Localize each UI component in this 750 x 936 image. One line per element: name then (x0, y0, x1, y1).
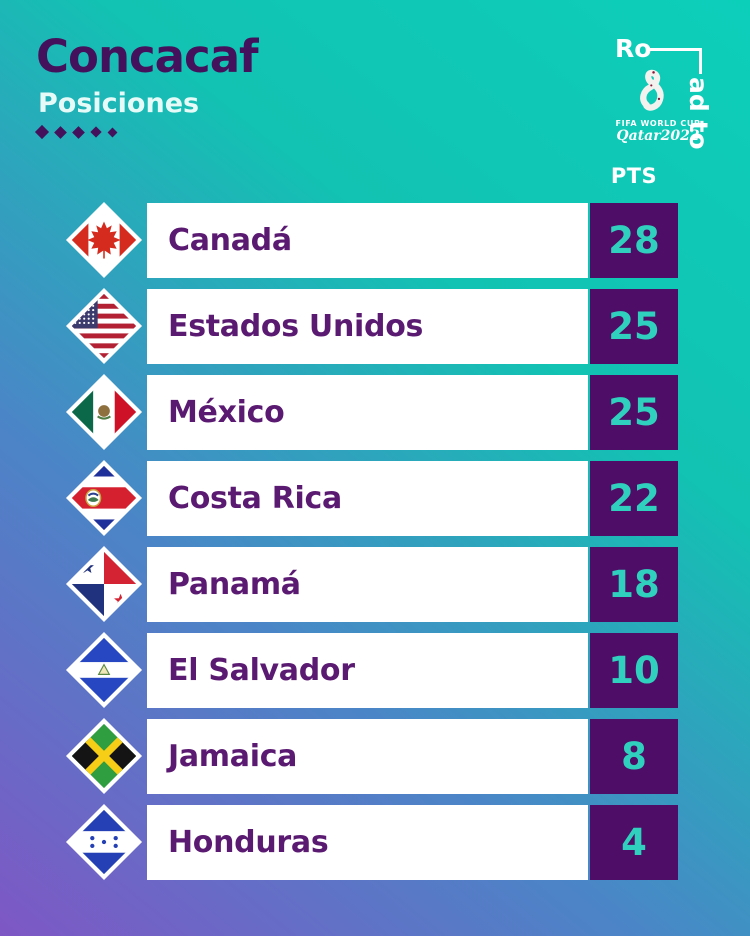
road-to-text-horizontal: Ro (615, 34, 652, 63)
diamond-dot (54, 125, 67, 139)
table-row: Jamaica 8 (65, 717, 678, 795)
points-column-header: PTS (610, 164, 658, 188)
points-value: 10 (608, 649, 660, 692)
flag-canada-icon (65, 201, 143, 279)
diamond-dot (90, 126, 102, 138)
decorative-diamonds (34, 124, 118, 140)
table-row: El Salvador 10 (65, 631, 678, 709)
points-value: 25 (608, 305, 660, 348)
diamond-dot (72, 125, 85, 139)
table-row: Honduras 4 (65, 803, 678, 881)
flag-costa-rica-icon (65, 459, 143, 537)
flag-panama-icon (65, 545, 143, 623)
table-row: Estados Unidos 25 (65, 287, 678, 365)
flag-jamaica-icon (65, 717, 143, 795)
flag-mexico-icon (65, 373, 143, 451)
team-name: Jamaica (168, 739, 298, 774)
points-cell: 10 (590, 633, 678, 708)
page-title: Concacaf (36, 30, 259, 83)
team-name: Panamá (168, 567, 301, 602)
points-cell: 8 (590, 719, 678, 794)
diamond-dot (34, 124, 50, 140)
points-value: 4 (621, 821, 647, 864)
qatar-2022-emblem-icon (640, 69, 664, 111)
logo-line-horizontal (649, 48, 702, 51)
table-row: México 25 (65, 373, 678, 451)
team-name-bar: El Salvador (147, 633, 588, 708)
team-name: El Salvador (168, 653, 355, 688)
team-name-bar: Costa Rica (147, 461, 588, 536)
points-cell: 18 (590, 547, 678, 622)
points-value: 25 (608, 391, 660, 434)
team-name: Estados Unidos (168, 309, 424, 344)
page-subtitle: Posiciones (38, 88, 200, 119)
team-name-bar: Honduras (147, 805, 588, 880)
qatar-2022-wordmark: Qatar2022 (616, 128, 700, 144)
diamond-dot (107, 127, 118, 137)
team-name: Costa Rica (168, 481, 342, 516)
points-cell: 25 (590, 375, 678, 450)
fifa-world-cup-wordmark: FIFA WORLD CUP (615, 119, 701, 128)
flag-honduras-icon (65, 803, 143, 881)
table-row: Panamá 18 (65, 545, 678, 623)
standings-table: Canadá 28 Estados Unidos 25 México 25 Co… (65, 201, 678, 891)
team-name-bar: Jamaica (147, 719, 588, 794)
table-row: Costa Rica 22 (65, 459, 678, 537)
points-value: 28 (608, 219, 660, 262)
points-cell: 25 (590, 289, 678, 364)
points-cell: 28 (590, 203, 678, 278)
table-row: Canadá 28 (65, 201, 678, 279)
points-cell: 4 (590, 805, 678, 880)
team-name-bar: México (147, 375, 588, 450)
points-value: 18 (608, 563, 660, 606)
logo-line-vertical (699, 48, 702, 74)
team-name-bar: Estados Unidos (147, 289, 588, 364)
team-name-bar: Canadá (147, 203, 588, 278)
points-value: 22 (608, 477, 660, 520)
points-value: 8 (621, 735, 647, 778)
team-name-bar: Panamá (147, 547, 588, 622)
points-cell: 22 (590, 461, 678, 536)
flag-usa-icon (65, 287, 143, 365)
flag-el-salvador-icon (65, 631, 143, 709)
team-name: Canadá (168, 223, 292, 258)
team-name: Honduras (168, 825, 329, 860)
team-name: México (168, 395, 285, 430)
